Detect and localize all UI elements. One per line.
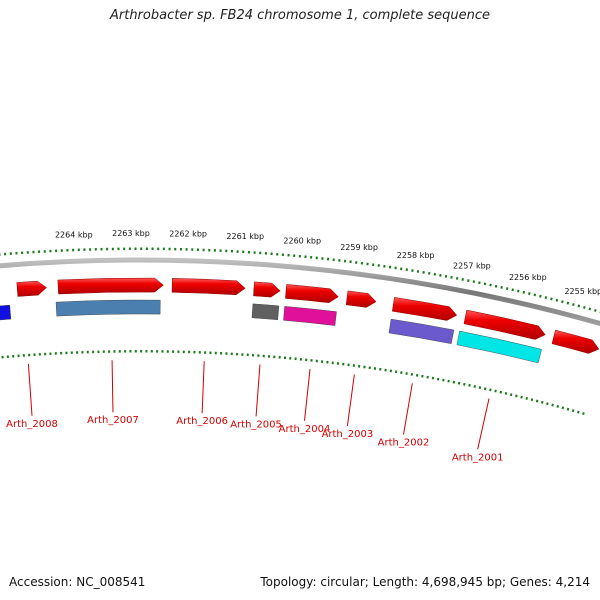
gene-f2-forward (16, 280, 47, 297)
scale-tick (489, 283, 492, 287)
gene-f3-forward (57, 277, 164, 295)
scale-tick (516, 289, 520, 293)
scale-tick (494, 284, 498, 288)
scale-tick (478, 386, 482, 390)
genome-summary-text: Topology: circular; Length: 4,698,945 bp… (260, 575, 590, 589)
scale-tick (522, 290, 526, 294)
gene-f8-forward (392, 297, 458, 321)
scale-tick (520, 395, 523, 399)
scale-label: 2255 kbp (564, 287, 600, 296)
scale-tick (576, 410, 580, 414)
scale-label: 2261 kbp (226, 232, 264, 241)
scale-label: 2262 kbp (169, 230, 207, 239)
leader-line (255, 364, 261, 417)
scale-tick (535, 399, 539, 403)
scale-tick (489, 388, 492, 392)
gene-label-Arth_2007: Arth_2007 (87, 415, 139, 426)
accession-text: Accession: NC_008541 (9, 575, 146, 589)
scale-tick (494, 389, 497, 393)
scale-tick (530, 398, 534, 402)
scale-tick (544, 296, 548, 300)
scale-tick (566, 301, 570, 305)
map-title: Arthrobacter sp. FB24 chromosome 1, comp… (109, 8, 491, 23)
gene-f4-forward (171, 278, 246, 296)
scale-tick (468, 383, 471, 387)
gene-Arth_2008-reverse (0, 304, 12, 321)
scale-tick (588, 307, 592, 311)
gene-f7-forward (345, 290, 377, 308)
leader-line (346, 374, 355, 427)
gene-features (0, 277, 600, 364)
scale-tick (505, 287, 509, 291)
gene-label-Arth_2003: Arth_2003 (322, 429, 374, 440)
scale-tick (483, 387, 487, 391)
scale-tick (463, 382, 466, 386)
scale-label: 2259 kbp (340, 243, 378, 252)
chromosome-backbone (0, 257, 600, 327)
gene-Arth_2005-reverse (251, 303, 280, 320)
gene-f10-forward (551, 329, 600, 354)
gene-label-Arth_2005: Arth_2005 (230, 419, 282, 430)
gene-label-Arth_2006: Arth_2006 (176, 416, 228, 427)
gene-f6-forward (285, 284, 339, 303)
scale-label: 2264 kbp (55, 230, 93, 239)
scale-tick (500, 285, 503, 289)
scale-tick (551, 403, 554, 407)
scale-tick (473, 385, 476, 388)
scale-tick (566, 407, 570, 411)
gene-label-Arth_2008: Arth_2008 (6, 419, 58, 430)
scale-tick (582, 412, 585, 416)
scale-tick (511, 288, 514, 292)
scale-tick (546, 402, 549, 406)
leader-line (402, 383, 413, 435)
scale-tick (540, 400, 544, 404)
leader-line (477, 398, 490, 450)
scale-label: 2256 kbp (509, 273, 547, 282)
leader-line (27, 363, 33, 416)
gene-label-Arth_2002: Arth_2002 (378, 438, 430, 449)
scale-tick (556, 404, 560, 408)
scale-label: 2260 kbp (283, 237, 321, 246)
scale-tick (594, 308, 597, 312)
backbone-arc (0, 257, 600, 327)
leader-line (303, 369, 311, 421)
scale-tick (499, 390, 503, 394)
scale-tick (515, 394, 518, 398)
gene-Arth_2004-reverse (283, 306, 337, 326)
gene-Arth_2001-reverse (456, 330, 542, 364)
scale-tick (577, 304, 581, 308)
scale-tick (509, 393, 513, 397)
scale-tick (572, 303, 575, 306)
leader-line (201, 361, 205, 414)
scale-tick (555, 298, 559, 302)
scale-tick (525, 396, 529, 400)
scale-tick (583, 305, 586, 309)
scale-tick (561, 300, 564, 304)
scale-label: 2263 kbp (112, 229, 150, 238)
scale-ticks: 2264 kbp 2263 kbp 2262 kbp 2261 kbp 2260 kbp… (0, 229, 600, 416)
scale-tick (571, 409, 575, 413)
scale-tick (533, 293, 537, 297)
scale-tick (539, 294, 542, 298)
gene-Arth_2002-reverse (388, 318, 455, 344)
gene-labels: Arth_2008 Arth_2007 Arth_2006 Arth_2005Arth… (6, 360, 504, 463)
scale-tick (504, 391, 508, 395)
scale-tick (528, 292, 531, 296)
gene-Arth_2007-reverse (55, 299, 161, 317)
scale-tick (561, 406, 565, 410)
scale-tick (483, 282, 487, 286)
gene-f9-forward (463, 309, 546, 340)
scale-label: 2258 kbp (397, 251, 435, 260)
scale-label: 2257 kbp (453, 261, 491, 270)
gene-label-Arth_2004: Arth_2004 (279, 424, 331, 435)
gene-label-Arth_2001: Arth_2001 (452, 452, 504, 463)
leader-line (111, 360, 114, 413)
scale-tick (550, 297, 553, 301)
gene-f5-forward (253, 281, 281, 298)
